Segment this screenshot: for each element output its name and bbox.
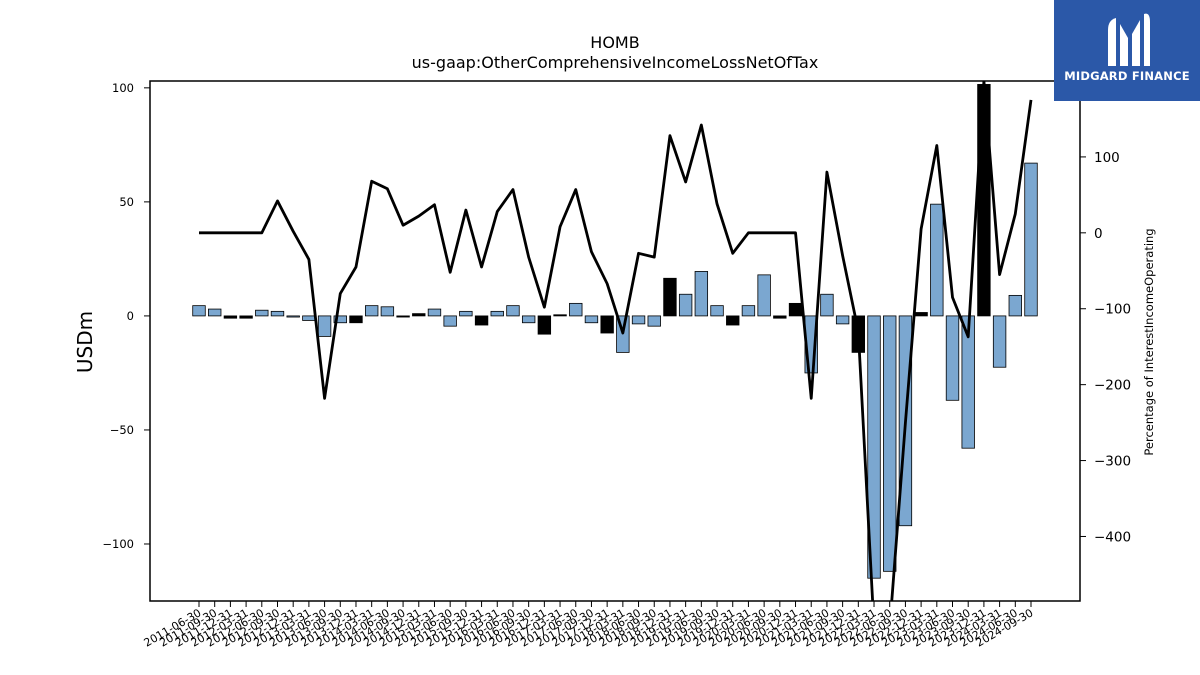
y-tick-label: 0 — [127, 309, 134, 323]
bar-2013-09-30 — [333, 315, 347, 324]
y-right-axis: −400 −300 −200 −100 0 100 — [1080, 150, 1131, 545]
bar-2020-03-31 — [741, 305, 756, 317]
bar-2022-12-31 — [914, 312, 928, 317]
bar-2024-06-30 — [1008, 294, 1022, 317]
plot-frame — [149, 80, 1081, 602]
bars-layer — [192, 84, 1038, 579]
percentage-line — [199, 81, 1033, 601]
bar-2015-03-31 — [427, 308, 442, 317]
midgard-finance-logo[interactable]: MIDGARD FINANCE — [1054, 0, 1200, 101]
bar-2023-03-31 — [930, 203, 944, 317]
bar-2021-06-30 — [820, 293, 834, 317]
y-left-axis: −100 −50 0 50 100 — [102, 81, 150, 551]
bar-2020-06-30 — [757, 274, 771, 317]
y2-tick-label: 0 — [1094, 226, 1103, 242]
y2-tick-label: −200 — [1094, 378, 1131, 394]
bar-2013-03-31 — [302, 315, 316, 321]
bar-2019-12-31 — [726, 315, 740, 326]
bar-2018-12-31 — [663, 277, 677, 317]
bar-2023-06-30 — [945, 315, 960, 401]
bar-2014-03-31 — [364, 305, 379, 317]
bar-2017-09-30 — [584, 315, 599, 324]
bar-2016-06-30 — [506, 305, 520, 317]
bar-2021-09-30 — [835, 315, 850, 325]
bar-2018-06-30 — [631, 315, 646, 325]
bar-2012-06-30 — [255, 309, 269, 317]
y-axis-label: USDm — [73, 311, 97, 373]
bar-2016-12-31 — [537, 315, 552, 335]
bar-2013-12-31 — [349, 315, 363, 324]
bar-2014-06-30 — [380, 306, 395, 317]
bar-2018-09-30 — [647, 315, 661, 327]
bar-2020-09-30 — [773, 315, 787, 319]
bar-2022-06-30 — [883, 315, 897, 572]
chart-subtitle: us-gaap:OtherComprehensiveIncomeLossNetO… — [412, 53, 819, 72]
bar-2011-12-31 — [223, 315, 238, 319]
bar-2016-09-30 — [521, 315, 536, 324]
midgard-m-logo-icon — [1108, 13, 1150, 67]
bar-2016-03-31 — [490, 310, 504, 317]
y-tick-label: −100 — [102, 537, 134, 551]
bar-2011-06-30 — [192, 305, 206, 317]
bar-2013-06-30 — [317, 315, 332, 337]
bar-2014-09-30 — [396, 315, 410, 318]
y2-tick-label: −300 — [1094, 454, 1131, 470]
line-layer — [199, 81, 1033, 601]
bar-2015-12-31 — [474, 315, 489, 326]
y2-tick-label: −100 — [1094, 302, 1131, 318]
logo-text: MIDGARD FINANCE — [1064, 69, 1190, 83]
bar-2017-06-30 — [569, 302, 583, 317]
bar-2014-12-31 — [412, 313, 426, 317]
bar-2012-03-31 — [239, 315, 253, 319]
y2-tick-label: −400 — [1094, 529, 1131, 545]
bar-2012-12-31 — [286, 315, 300, 318]
bar-2017-12-31 — [600, 315, 614, 334]
bar-2012-09-30 — [270, 310, 285, 317]
bar-2020-12-31 — [788, 302, 803, 317]
bar-2015-09-30 — [459, 310, 473, 317]
bar-2024-03-31 — [992, 315, 1007, 368]
chart-title: HOMB — [590, 33, 639, 52]
bar-2017-03-31 — [553, 314, 567, 317]
bar-2024-09-30 — [1024, 162, 1038, 317]
bar-2019-06-30 — [694, 271, 709, 317]
bar-2011-09-30 — [208, 308, 222, 317]
y-tick-label: 50 — [119, 195, 134, 209]
y2-axis-label: Percentage of InterestIncomeOperating — [1142, 228, 1156, 455]
y2-tick-label: 100 — [1094, 150, 1120, 166]
bar-2019-09-30 — [710, 305, 724, 317]
y-tick-label: −50 — [110, 423, 134, 437]
bar-2019-03-31 — [678, 293, 693, 317]
x-axis: 2011-06-302011-09-302011-12-312012-03-31… — [142, 601, 1036, 650]
bar-2015-06-30 — [443, 315, 457, 327]
y-tick-label: 100 — [112, 81, 134, 95]
bar-2022-03-31 — [867, 315, 881, 579]
